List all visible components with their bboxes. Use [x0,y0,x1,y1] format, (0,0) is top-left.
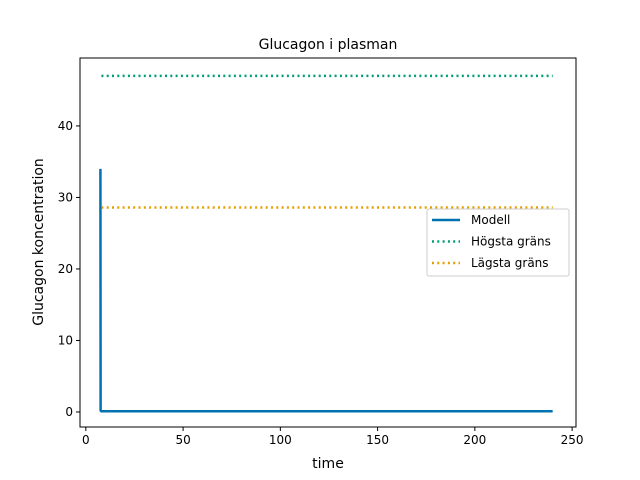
y-tick-label: 30 [58,190,73,204]
y-tick-label: 10 [58,333,73,347]
legend: Modell Högsta gräns Lägsta gräns [426,208,570,277]
y-axis-title: Glucagon koncentration [31,158,47,326]
axis-ticks: 0 50 100 150 200 250 0 10 20 30 40 [58,119,584,447]
x-tick-label: 0 [82,433,90,447]
legend-label-modell: Modell [471,213,510,227]
series-line-modell [99,168,553,413]
y-tick-label: 0 [65,405,73,419]
legend-box [426,208,570,277]
legend-label-h-gsta-gr-ns: Högsta gräns [471,235,551,249]
x-axis-title: time [312,456,344,472]
plot-area [99,74,553,413]
x-tick-label: 50 [175,433,190,447]
legend-label-l-gsta-gr-ns: Lägsta gräns [471,256,549,270]
x-tick-label: 150 [366,433,389,447]
x-tick-label: 250 [561,433,584,447]
chart-title: Glucagon i plasman [259,37,398,53]
y-tick-label: 40 [58,119,73,133]
y-tick-label: 20 [58,262,73,276]
x-tick-label: 100 [269,433,292,447]
x-tick-label: 200 [463,433,486,447]
axes-frame [79,57,577,428]
